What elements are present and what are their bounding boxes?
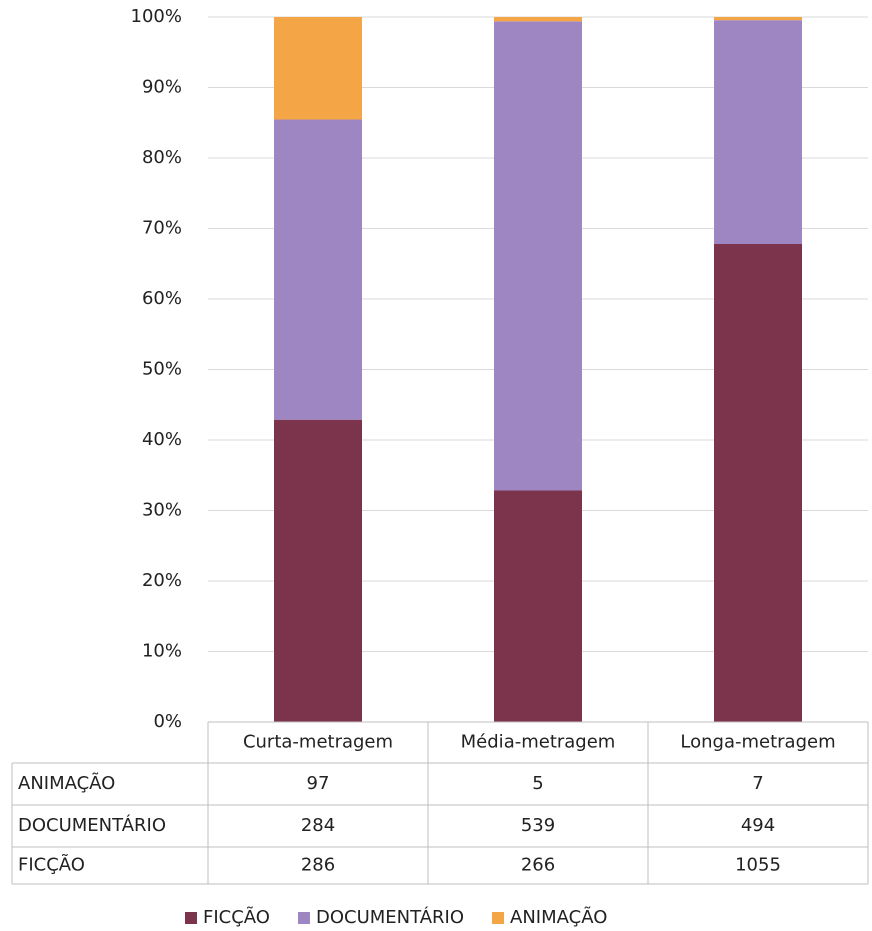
legend-label: FICÇÃO	[203, 906, 270, 928]
table-cell: 286	[301, 855, 335, 876]
bar-segment	[714, 17, 802, 21]
table-cell: 284	[301, 815, 335, 836]
table-row-label: ANIMAÇÃO	[18, 772, 115, 794]
table-row-label: FICÇÃO	[18, 854, 85, 876]
table-cell: 97	[307, 773, 330, 794]
y-tick-label: 30%	[142, 500, 182, 521]
table-cell: 539	[521, 815, 555, 836]
y-tick-label: 40%	[142, 429, 182, 450]
legend-swatch	[492, 912, 505, 924]
x-tick-label: Média-metragem	[461, 732, 616, 753]
legend-swatch	[185, 912, 197, 924]
x-tick-label: Longa-metragem	[680, 732, 835, 753]
y-tick-label: 100%	[131, 6, 182, 27]
legend-label: ANIMAÇÃO	[510, 906, 607, 928]
y-tick-label: 70%	[142, 218, 182, 239]
bar-segment	[274, 419, 362, 722]
bar-segment	[274, 119, 362, 420]
bar-segment	[494, 490, 582, 722]
bar-segment	[714, 20, 802, 244]
legend-label: DOCUMENTÁRIO	[316, 906, 464, 928]
table-cell: 5	[532, 773, 543, 794]
y-tick-label: 10%	[142, 641, 182, 662]
y-tick-label: 0%	[153, 711, 182, 732]
table-cell: 7	[752, 773, 763, 794]
y-tick-label: 80%	[142, 147, 182, 168]
table-row-label: DOCUMENTÁRIO	[18, 814, 166, 836]
table-cell: 1055	[735, 855, 781, 876]
x-tick-label: Curta-metragem	[243, 732, 393, 753]
bar-segment	[274, 17, 362, 120]
bar-segment	[494, 17, 582, 22]
legend-swatch	[297, 912, 310, 924]
table-cell: 494	[741, 815, 775, 836]
bar-segment	[714, 243, 802, 723]
y-tick-label: 20%	[142, 570, 182, 591]
table-cell: 266	[521, 855, 555, 876]
y-tick-label: 90%	[142, 77, 182, 98]
y-tick-label: 50%	[142, 359, 182, 380]
y-tick-label: 60%	[142, 288, 182, 309]
bar-segment	[494, 21, 582, 491]
